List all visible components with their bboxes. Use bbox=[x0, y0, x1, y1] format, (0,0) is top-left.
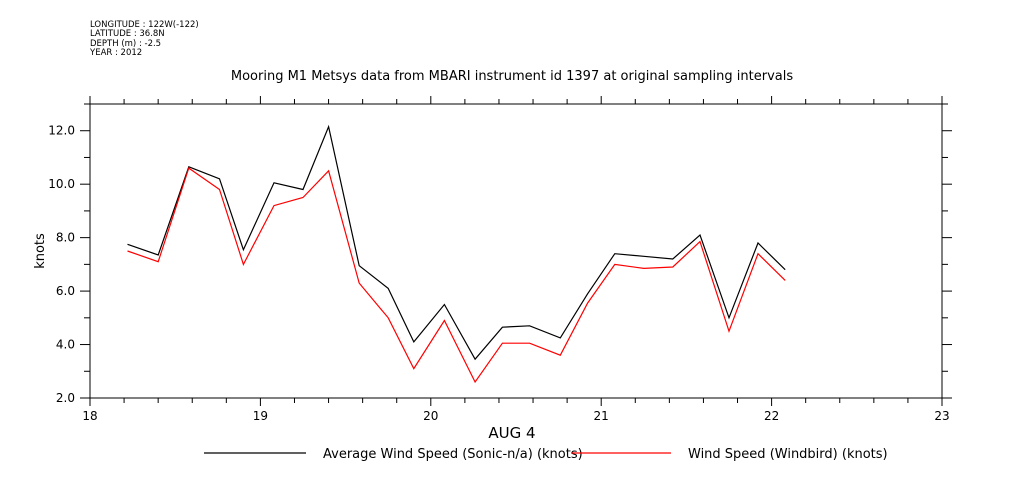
axes: 18 19 20 21 22 23 2.0 4.0 6.0 8.0 10.0 12.0 bbox=[48, 96, 952, 423]
metadata-block: LONGITUDE : 122W(-122) LATITUDE : 36.8N … bbox=[90, 20, 199, 59]
y-tick-label: 2.0 bbox=[56, 391, 75, 405]
legend-label-2: Wind Speed (Windbird) (knots) bbox=[688, 447, 888, 462]
series-line-2 bbox=[127, 167, 786, 384]
series-line-1 bbox=[127, 124, 786, 361]
y-tick-label: 12.0 bbox=[48, 124, 75, 138]
x-tick-label: 19 bbox=[253, 409, 268, 423]
metadata-longitude: LONGITUDE : 122W(-122) bbox=[90, 20, 199, 30]
x-tick-label: 23 bbox=[934, 409, 949, 423]
x-tick-label: 20 bbox=[423, 409, 438, 423]
y-tick-label: 10.0 bbox=[48, 177, 75, 191]
x-tick-label: 22 bbox=[764, 409, 779, 423]
y-axis-label: knots bbox=[33, 233, 48, 269]
x-tick-label: 21 bbox=[594, 409, 609, 423]
legend-label-1: Average Wind Speed (Sonic-n/a) (knots) bbox=[323, 447, 583, 462]
chart-title: Mooring M1 Metsys data from MBARI instru… bbox=[231, 69, 793, 84]
metadata-year: YEAR : 2012 bbox=[90, 48, 143, 59]
metadata-latitude: LATITUDE : 36.8N bbox=[90, 29, 165, 40]
x-tick-label: 18 bbox=[82, 409, 97, 423]
legend: Average Wind Speed (Sonic-n/a) (knots) Wi… bbox=[204, 447, 888, 462]
series-lines bbox=[127, 124, 786, 384]
metadata-depth: DEPTH (m) : -2.5 bbox=[90, 38, 162, 49]
x-axis-label: AUG 4 bbox=[488, 424, 535, 442]
y-tick-label: 8.0 bbox=[56, 231, 75, 245]
plot-frame bbox=[89, 103, 943, 399]
y-tick-label: 4.0 bbox=[56, 338, 75, 352]
y-tick-label: 6.0 bbox=[56, 284, 75, 298]
